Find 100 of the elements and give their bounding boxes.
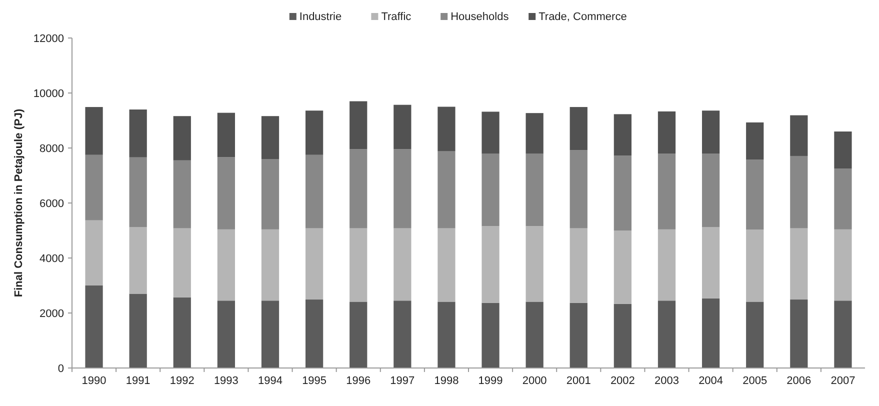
bar [526, 302, 544, 368]
bar [394, 104, 412, 150]
bar [526, 226, 544, 302]
bar [85, 286, 103, 368]
bar [482, 302, 500, 368]
legend-label: Trade, Commerce [538, 11, 627, 23]
bar [438, 228, 456, 302]
x-tick-label: 2004 [698, 375, 724, 387]
legend-label: Households [450, 11, 510, 23]
bar [350, 302, 368, 368]
bar [305, 110, 324, 155]
bar [746, 160, 764, 230]
bar [261, 229, 280, 301]
legend-label: Industrie [299, 11, 342, 23]
bar [217, 157, 236, 230]
bar [658, 111, 676, 154]
bar [790, 115, 808, 156]
bar [261, 116, 280, 160]
bar [350, 101, 368, 150]
bar [614, 304, 632, 368]
bar [614, 230, 632, 304]
bar [570, 107, 588, 150]
x-tick-label: 1995 [302, 375, 327, 387]
legend-label: Traffic [381, 11, 412, 23]
bar [570, 228, 588, 303]
bar [394, 300, 412, 368]
x-tick-label: 2001 [566, 375, 591, 387]
x-tick-label: 1990 [82, 375, 106, 387]
x-tick-label: 1999 [478, 375, 503, 387]
bar [658, 300, 676, 368]
bar [261, 300, 280, 368]
x-tick-label: 1992 [170, 375, 194, 387]
bar [173, 160, 191, 228]
x-tick-label: 1993 [214, 375, 238, 387]
x-tick-label: 2000 [522, 375, 547, 387]
y-axis-title: Final Consumption in Petajoule (PJ) [13, 108, 25, 298]
bar [482, 112, 500, 154]
y-tick-label: 8000 [40, 142, 64, 155]
bar [746, 302, 764, 368]
bar [570, 150, 588, 228]
bar [394, 228, 412, 301]
bar [790, 300, 808, 368]
bar [438, 151, 456, 228]
x-tick-label: 1997 [390, 375, 415, 387]
bar [85, 154, 103, 220]
bar [217, 300, 236, 368]
bar [350, 149, 368, 228]
x-tick-label: 1991 [126, 375, 150, 387]
bar [702, 298, 720, 368]
bar [834, 229, 852, 301]
bar [305, 300, 324, 368]
bar [526, 154, 544, 226]
bar [85, 107, 103, 155]
bar [173, 297, 191, 368]
x-tick-label: 2007 [830, 375, 856, 387]
bar [173, 116, 191, 160]
bar [394, 149, 412, 228]
bar [129, 110, 147, 158]
bar [570, 302, 588, 368]
bar [658, 229, 676, 301]
bar [305, 154, 324, 228]
x-tick-label: 1994 [258, 375, 282, 387]
x-tick-label: 1998 [434, 375, 459, 387]
bar [438, 106, 456, 152]
bar [305, 228, 324, 300]
x-tick-label: 2002 [610, 375, 635, 387]
bar [129, 157, 147, 228]
bar [129, 294, 147, 368]
bar [658, 154, 676, 230]
bar [85, 220, 103, 286]
y-tick-label: 12000 [33, 32, 64, 45]
bar [834, 132, 852, 169]
bar [526, 113, 544, 154]
x-tick-label: 2006 [786, 375, 812, 387]
bar [702, 110, 720, 154]
bar [702, 154, 720, 228]
x-tick-label: 1996 [346, 375, 371, 387]
y-tick-label: 2000 [40, 308, 64, 320]
y-tick-label: 10000 [33, 88, 64, 100]
y-tick-label: 4000 [40, 252, 64, 265]
bar [482, 154, 500, 226]
bar [614, 156, 632, 230]
bar [129, 227, 147, 294]
bar [834, 168, 852, 230]
y-tick-label: 6000 [40, 198, 64, 210]
bar [702, 227, 720, 298]
bar [614, 114, 632, 156]
bar [790, 156, 808, 228]
x-tick-label: 2005 [742, 375, 768, 387]
bar [746, 122, 764, 160]
bar [482, 226, 500, 303]
bar [173, 228, 191, 298]
x-tick-label: 2003 [654, 375, 679, 387]
bar [438, 302, 456, 368]
bar [350, 228, 368, 302]
bar [261, 159, 280, 230]
bar [790, 228, 808, 300]
bar [217, 112, 236, 158]
bar [834, 300, 852, 368]
bar [746, 230, 764, 302]
